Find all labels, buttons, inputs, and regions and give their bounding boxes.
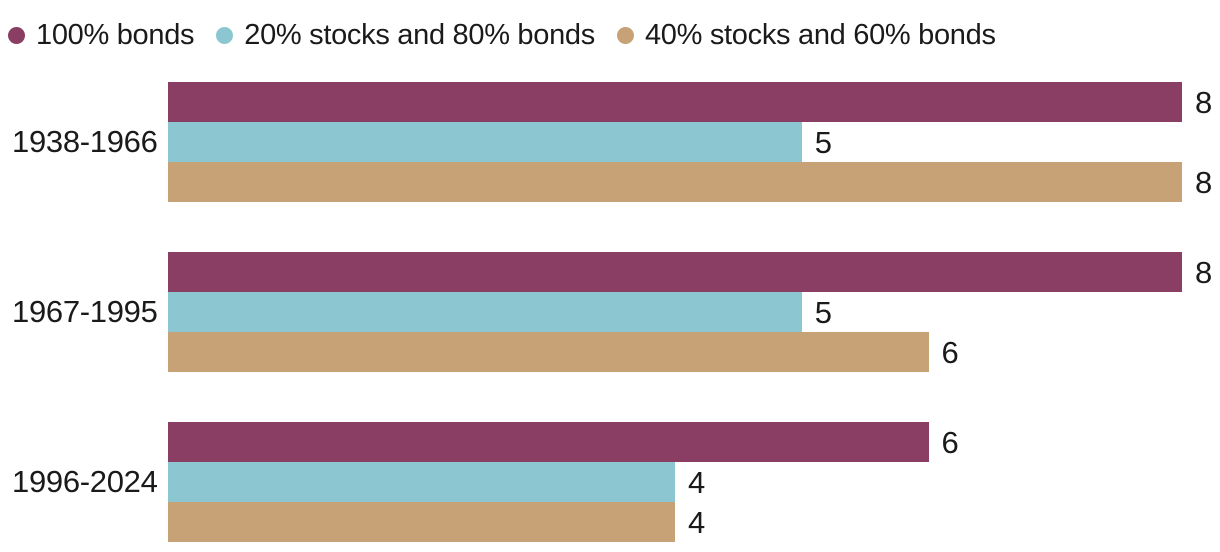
bar	[168, 122, 802, 162]
bar	[168, 252, 1182, 292]
value-label: 8	[1195, 84, 1213, 120]
category-label: 1996-2024	[12, 464, 158, 499]
bar	[168, 82, 1182, 122]
category-group: 1967-1995 8 5 6	[0, 252, 1220, 372]
value-label: 5	[814, 124, 832, 160]
category-group: 1938-1966 8 5 8	[0, 82, 1220, 202]
legend-item: 40% stocks and 60% bonds	[616, 19, 996, 52]
bar	[168, 462, 675, 502]
value-label: 4	[688, 464, 706, 500]
plot-area: 1938-1966 8 5 8 1967-1995 8 5 6 1996-202…	[0, 82, 1220, 542]
value-label: 6	[941, 424, 959, 460]
bar-rows: 8 5 8	[168, 82, 1212, 202]
value-label: 6	[941, 334, 959, 370]
value-label: 8	[1195, 254, 1213, 290]
bar-row: 4	[168, 462, 1182, 502]
bar-row: 5	[168, 122, 1182, 162]
value-label: 5	[814, 294, 832, 330]
bar-rows: 6 4 4	[168, 422, 1182, 542]
legend-item: 100% bonds	[8, 19, 195, 52]
legend-label: 20% stocks and 80% bonds	[244, 19, 595, 51]
bar-row: 5	[168, 292, 1182, 332]
bar-row: 8	[168, 162, 1212, 202]
bar-row: 6	[168, 332, 1182, 372]
category-label: 1938-1966	[12, 124, 158, 159]
bar	[168, 502, 675, 542]
circle-swatch-icon	[616, 27, 634, 44]
legend-label: 40% stocks and 60% bonds	[644, 19, 996, 51]
bar-row: 8	[168, 82, 1212, 122]
bar-rows: 8 5 6	[168, 252, 1212, 372]
circle-swatch-icon	[216, 27, 234, 44]
value-label: 4	[688, 504, 706, 540]
category-label: 1967-1995	[12, 294, 158, 329]
bar-row: 8	[168, 252, 1212, 292]
bar	[168, 292, 802, 332]
bar	[168, 162, 1182, 202]
bar	[168, 422, 929, 462]
bar-row: 4	[168, 502, 1182, 542]
bar-row: 6	[168, 422, 1182, 462]
chart-legend: 100% bonds 20% stocks and 80% bonds 40% …	[8, 19, 996, 52]
bar	[168, 332, 929, 372]
legend-label: 100% bonds	[36, 19, 195, 51]
value-label: 8	[1195, 164, 1213, 200]
circle-swatch-icon	[8, 27, 25, 44]
legend-item: 20% stocks and 80% bonds	[216, 19, 595, 52]
category-group: 1996-2024 6 4 4	[0, 422, 1220, 542]
